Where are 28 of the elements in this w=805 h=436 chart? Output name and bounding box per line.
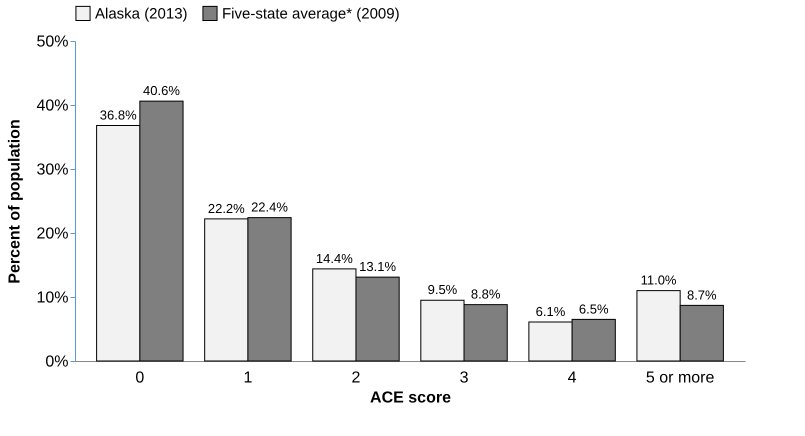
y-tick-label: 20% — [36, 226, 68, 242]
data-label: 14.4% — [316, 250, 354, 266]
data-label: 8.7% — [686, 287, 718, 302]
data-label: 22.4% — [251, 200, 288, 215]
x-tick-label: 5 or more — [646, 370, 714, 386]
y-tick-label: 10% — [36, 290, 68, 306]
data-label: 8.8% — [470, 286, 501, 302]
legend-label: Five-state average* (2009) — [222, 5, 400, 22]
data-label: 22.2% — [208, 200, 246, 216]
x-axis-title: ACE score — [370, 390, 452, 406]
x-tick-label: 4 — [568, 370, 577, 386]
y-tick-label: 40% — [36, 98, 68, 114]
x-tick-label: 1 — [243, 370, 252, 386]
y-tick-label: 50% — [36, 34, 68, 50]
data-label: 36.8% — [100, 107, 138, 122]
x-tick-label: 3 — [460, 370, 469, 386]
data-label: 40.6% — [143, 83, 180, 98]
y-axis-title: Percent of population — [6, 119, 24, 284]
data-label: 6.1% — [536, 304, 566, 319]
data-label: 6.5% — [578, 301, 609, 316]
y-tick-label: 0% — [45, 354, 68, 370]
x-tick-label: 0 — [135, 370, 144, 386]
legend-label: Alaska (2013) — [95, 5, 188, 22]
data-label: 11.0% — [640, 272, 677, 288]
x-tick-label: 2 — [352, 370, 361, 386]
data-label: 13.1% — [359, 259, 396, 274]
data-label: 9.5% — [428, 282, 458, 298]
y-tick-label: 30% — [36, 162, 68, 178]
